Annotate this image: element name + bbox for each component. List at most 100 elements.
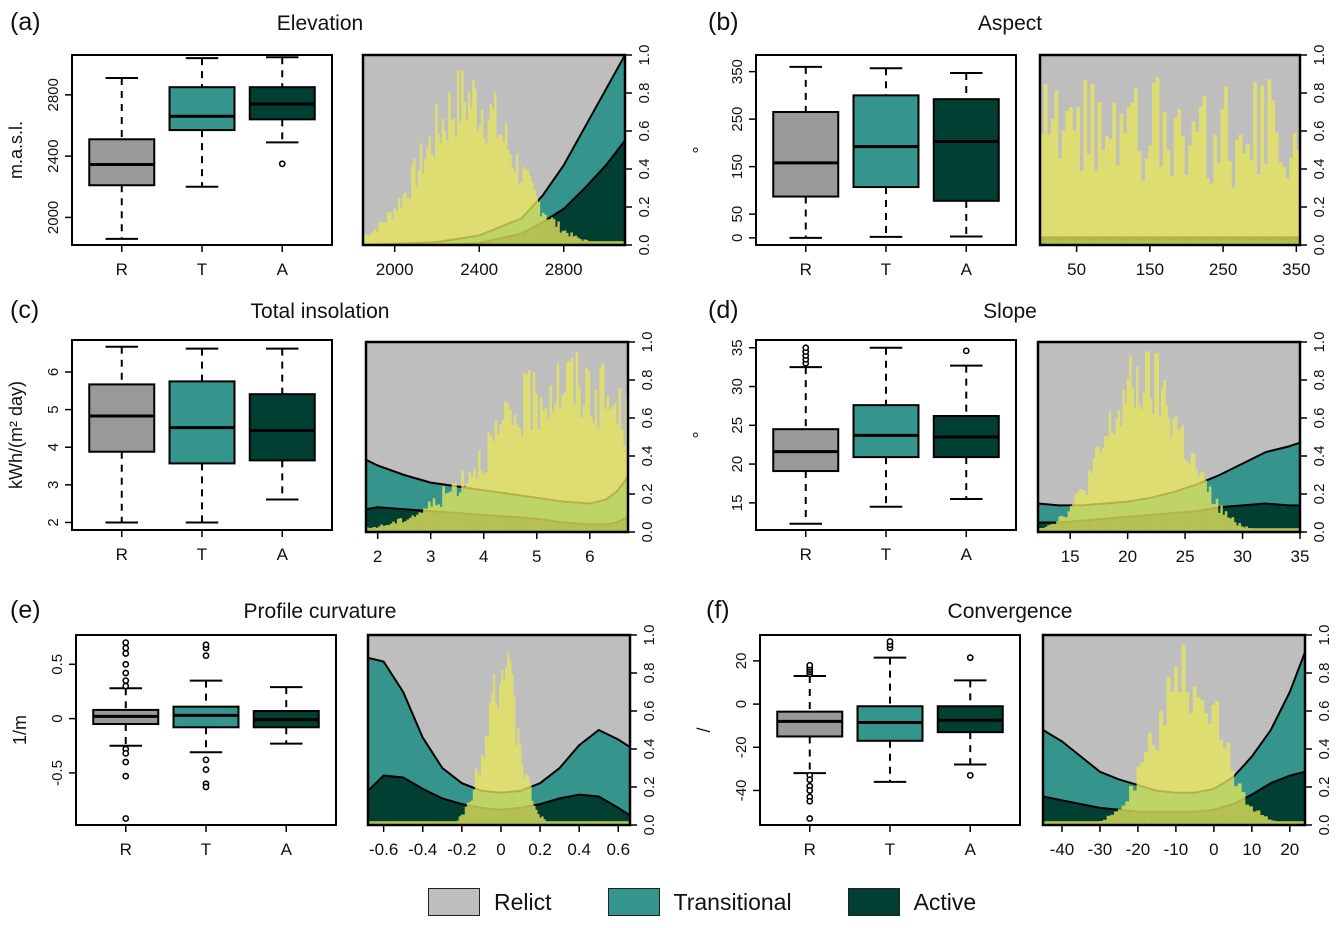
histogram-bar (1200, 700, 1205, 825)
histogram-bar (452, 821, 455, 825)
y-tick-label: 6 (45, 368, 62, 376)
boxplot: 2000 2400 2800 m.a.s.l. R T A (6, 54, 333, 279)
histogram-bar (585, 821, 588, 825)
histogram-bar (620, 429, 624, 532)
x-tick-label: 20 (1280, 840, 1299, 859)
histogram-bar (1293, 528, 1296, 532)
histogram-bar (511, 425, 514, 532)
histogram-bar (1172, 418, 1175, 532)
histogram-bar (1161, 388, 1164, 532)
box-iqr (772, 428, 840, 473)
histogram-bar (1241, 792, 1246, 825)
histogram-bar (1181, 424, 1185, 532)
histogram-bar (1227, 160, 1232, 245)
histogram-bar (1151, 745, 1156, 825)
histogram-bar (1199, 471, 1203, 532)
histogram-bar (1054, 821, 1059, 825)
histogram-bar (574, 235, 578, 245)
y-tick-label: 2400 (45, 139, 62, 172)
histogram-bar (475, 478, 479, 532)
histogram-bar (416, 821, 419, 825)
x-tick-label: -10 (1164, 840, 1189, 859)
histogram-bar (1068, 107, 1073, 245)
histogram-bar (1097, 446, 1100, 532)
histogram-bar (1279, 528, 1283, 532)
histogram-bar (1129, 355, 1132, 532)
histogram-bar (1188, 464, 1191, 532)
histogram-bar (1198, 106, 1203, 246)
outlier-point (806, 776, 814, 784)
histogram-bar (608, 409, 612, 532)
histogram-bar (1040, 133, 1044, 245)
histogram-bar (1277, 528, 1280, 532)
histogram-bar (507, 149, 510, 245)
histogram-bar (1042, 527, 1046, 532)
histogram-bar (408, 199, 412, 245)
histogram-bar (415, 187, 418, 245)
histogram-bar (1248, 806, 1253, 825)
histogram-bar (408, 821, 411, 825)
histogram-bar (1271, 100, 1276, 245)
histogram-bar (1215, 498, 1219, 532)
legend-swatch-relict (428, 888, 480, 916)
histogram-bar (537, 814, 540, 825)
histogram-bar (1263, 163, 1268, 245)
histogram-bar (483, 138, 486, 245)
x-tick-label: R (800, 260, 812, 279)
histogram-bar (600, 241, 604, 245)
histogram-bar (470, 800, 474, 825)
histogram-bar (400, 821, 403, 825)
histogram-bar (1155, 750, 1160, 825)
histogram-bar (1216, 162, 1221, 245)
histogram-bar (450, 120, 453, 245)
box-iqr (852, 94, 920, 189)
histogram-bar (544, 408, 548, 532)
histogram-bar (428, 136, 431, 245)
histogram-bar (1267, 79, 1272, 245)
histogram-bar (523, 777, 526, 825)
x-tick-label: 0.2 (528, 840, 552, 859)
histogram-bar (420, 821, 423, 825)
histogram-bar (1088, 470, 1091, 532)
histogram-bar (443, 130, 447, 245)
box-T: T (856, 638, 924, 859)
histogram-bar (1136, 766, 1141, 825)
histogram-bar (406, 198, 410, 245)
histogram-bar (378, 221, 381, 245)
histogram-bar (1173, 117, 1178, 245)
outlier-point (886, 638, 894, 645)
outlier-point (202, 652, 210, 660)
histogram-bar (395, 211, 399, 245)
histogram-bar (558, 407, 562, 532)
histogram-bar (1147, 732, 1152, 825)
histogram-bar (1271, 820, 1276, 825)
histogram-bar (1252, 811, 1257, 825)
outlier-point (202, 783, 210, 791)
x-tick-label: 30 (1233, 547, 1252, 566)
histogram-bar (365, 234, 368, 245)
histogram-bar (1290, 528, 1294, 532)
panel-title: Slope (983, 300, 1037, 323)
histogram-bar (1047, 525, 1050, 532)
histogram-bar (390, 821, 393, 825)
histogram-bar (587, 821, 590, 825)
histogram-bar (1145, 351, 1148, 532)
histogram-bar (1060, 515, 1064, 532)
histogram-bar (1094, 170, 1099, 245)
y-tick-label: 0.2 (639, 484, 656, 505)
histogram-bar (1105, 135, 1109, 245)
y-tick-label: 0.4 (1311, 159, 1328, 180)
histogram-bar (425, 508, 429, 532)
histogram-bar (1268, 528, 1271, 532)
x-tick-label: A (277, 545, 289, 564)
histogram-bar (501, 669, 504, 825)
histogram-bar (426, 821, 429, 825)
histogram-bar (1230, 770, 1235, 825)
x-tick-label: 25 (1176, 547, 1195, 566)
histogram-bar (501, 419, 505, 532)
histogram-bar (372, 821, 375, 825)
legend-label-relict: Relict (494, 888, 552, 915)
histogram-bar (388, 821, 391, 825)
histogram-bar (611, 821, 615, 825)
